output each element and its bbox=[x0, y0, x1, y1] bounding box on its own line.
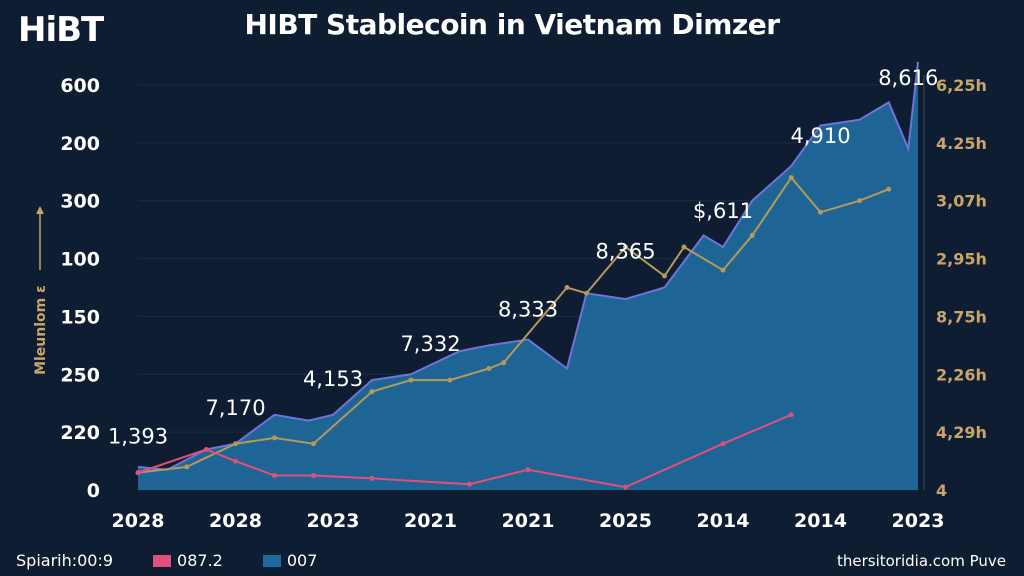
chart-title: HIBT Stablecoin in Vietnam Dimzer bbox=[244, 8, 780, 41]
series-point bbox=[525, 467, 531, 473]
right-tick-label: 4 bbox=[936, 481, 947, 500]
y-axis-title-group: Mleunlom ɛ bbox=[33, 206, 49, 375]
area-fill bbox=[138, 61, 918, 490]
right-tick-label: 3,07h bbox=[936, 192, 987, 211]
chart-axes: 0 220 250 150 100 300 200 600 4 4,29h 2,26h 8,75h 2,… bbox=[60, 75, 987, 532]
legend-item-pink: 087.2 bbox=[153, 551, 223, 570]
series-point bbox=[369, 475, 375, 481]
data-label: 4,153 bbox=[303, 367, 363, 391]
series-point bbox=[467, 481, 472, 487]
y-axis-title: Mleunlom ɛ bbox=[33, 285, 49, 375]
series-point bbox=[857, 198, 862, 204]
series-point bbox=[311, 441, 316, 447]
right-tick-label: 6,25h bbox=[936, 76, 987, 95]
source-credit: thersitoridia.com Puve bbox=[836, 552, 1006, 570]
area-series bbox=[137, 61, 919, 490]
x-tick-label: 2028 bbox=[112, 510, 165, 532]
legend-label-pink: 087.2 bbox=[177, 551, 223, 570]
hibt-logo: HiBT bbox=[18, 10, 104, 50]
y-tick-label: 150 bbox=[60, 306, 100, 328]
series-point bbox=[720, 441, 726, 447]
legend: Spiarih:00:9 087.2 007 bbox=[16, 551, 317, 570]
series-point bbox=[233, 458, 238, 464]
series-point bbox=[501, 360, 507, 366]
legend-label-blue: 007 bbox=[286, 551, 318, 570]
data-label: 7,332 bbox=[400, 332, 460, 356]
series-point bbox=[447, 377, 453, 383]
series-point bbox=[184, 464, 190, 470]
legend-swatch-blue bbox=[262, 554, 281, 567]
line-series bbox=[135, 175, 892, 490]
series-point bbox=[584, 290, 589, 296]
y-axis-arrow-icon bbox=[36, 206, 44, 214]
data-label: 8,333 bbox=[498, 297, 558, 321]
data-labels: 1,393 7,170 4,153 7,332 8,333 8,365 $,611 4,910… bbox=[108, 66, 938, 449]
series-point bbox=[818, 209, 823, 215]
x-tick-label: 2021 bbox=[502, 510, 555, 532]
data-label: 8,365 bbox=[595, 240, 655, 264]
data-label: 7,170 bbox=[205, 396, 265, 420]
right-tick-label: 8,75h bbox=[936, 307, 987, 326]
x-tick-label: 2023 bbox=[892, 510, 945, 532]
x-tick-label: 2025 bbox=[599, 510, 652, 532]
y-tick-label: 100 bbox=[60, 249, 100, 271]
data-label: $,611 bbox=[693, 199, 753, 223]
series-point bbox=[203, 447, 209, 452]
y-tick-label: 220 bbox=[60, 422, 100, 444]
series-point bbox=[233, 441, 238, 447]
series-point bbox=[886, 186, 892, 192]
x-tick-label: 2023 bbox=[307, 510, 360, 532]
series-point bbox=[662, 273, 667, 279]
x-tick-label: 2014 bbox=[794, 510, 847, 532]
right-tick-label: 2,26h bbox=[936, 365, 987, 384]
series-point bbox=[272, 473, 277, 479]
x-tick-label: 2021 bbox=[404, 510, 457, 532]
legend-item-blue: 007 bbox=[262, 551, 318, 570]
x-tick-label: 2028 bbox=[209, 510, 262, 532]
series-point bbox=[272, 435, 277, 441]
series-point bbox=[486, 366, 492, 371]
series-point bbox=[311, 473, 316, 479]
y-tick-label: 200 bbox=[60, 133, 100, 155]
data-label: 1,393 bbox=[108, 425, 168, 449]
data-label: 4,910 bbox=[790, 124, 850, 148]
right-tick-label: 4.25h bbox=[936, 134, 987, 153]
legend-title: Spiarih:00:9 bbox=[16, 551, 114, 570]
series-point bbox=[681, 244, 687, 250]
series-point bbox=[135, 470, 141, 476]
right-tick-label: 4,29h bbox=[936, 423, 987, 442]
data-label: 8,616 bbox=[878, 66, 938, 90]
series-point bbox=[408, 377, 414, 383]
series-point bbox=[749, 232, 755, 238]
right-tick-label: 2,95h bbox=[936, 250, 987, 269]
series-point bbox=[788, 175, 794, 181]
series-point bbox=[369, 389, 375, 395]
legend-swatch-pink bbox=[153, 554, 172, 567]
area-edge-line bbox=[137, 61, 919, 471]
series-point bbox=[564, 285, 570, 290]
y-tick-label: 0 bbox=[87, 480, 100, 502]
y-tick-label: 600 bbox=[60, 75, 100, 97]
series-point bbox=[623, 244, 628, 250]
y-tick-label: 300 bbox=[60, 191, 100, 213]
x-tick-label: 2014 bbox=[697, 510, 750, 532]
series-point bbox=[788, 412, 794, 418]
series-point bbox=[623, 484, 628, 490]
y-tick-label: 250 bbox=[60, 364, 100, 386]
series-point bbox=[720, 267, 726, 273]
